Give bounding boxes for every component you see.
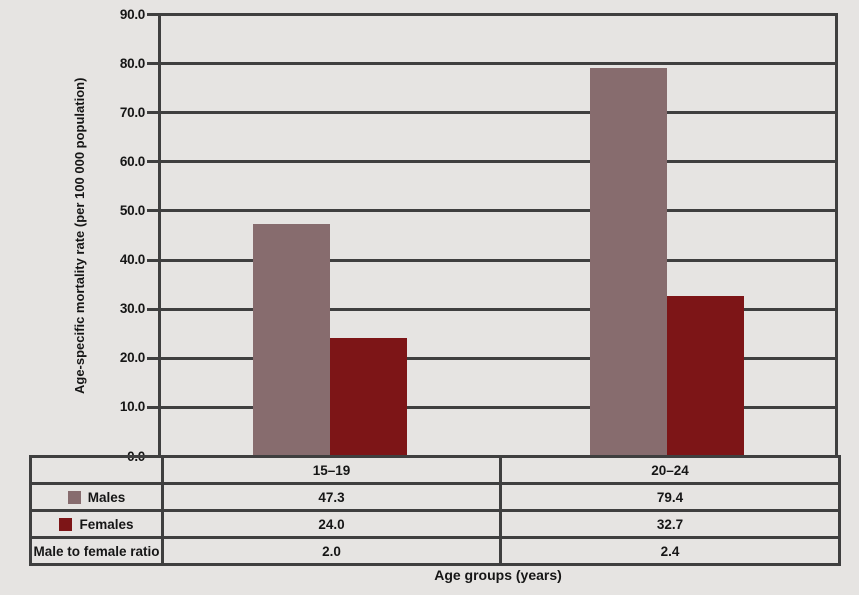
y-tick-label: 90.0 (119, 6, 145, 22)
males-legend-label: Males (87, 489, 126, 505)
y-tick-label: 30.0 (119, 301, 145, 317)
gridline (161, 356, 835, 360)
bar-males-15-19 (252, 224, 330, 455)
y-axis-tick (147, 258, 158, 262)
legend-males: Males (29, 482, 164, 512)
males-value-20-24: 79.4 (499, 482, 841, 512)
males-value-15-19: 47.3 (161, 482, 502, 512)
ratio-value-15-19: 2.0 (161, 536, 502, 566)
gridline (161, 62, 835, 66)
plot-area (158, 13, 838, 458)
females-legend-label: Females (79, 516, 134, 532)
females-value-15-19: 24.0 (161, 509, 502, 539)
table-row-females: Females 24.0 32.7 (29, 509, 841, 539)
data-table: 15–19 20–24 Males 47.3 79.4 Females 24.0… (29, 455, 841, 566)
y-axis-tick (147, 62, 158, 66)
y-tick-label: 80.0 (119, 55, 145, 71)
gridline (161, 209, 835, 213)
bar-group-15-19 (161, 16, 498, 455)
gridline (161, 307, 835, 311)
table-row-males: Males 47.3 79.4 (29, 482, 841, 512)
y-tick-label: 20.0 (119, 350, 145, 366)
males-legend-swatch (67, 490, 81, 504)
category-row: 15–19 20–24 (29, 455, 841, 485)
ratio-label: Male to female ratio (29, 536, 164, 566)
y-axis-tick (147, 307, 158, 311)
x-axis-title: Age groups (years) (434, 567, 562, 583)
bar-females-15-19 (329, 337, 407, 455)
ratio-value-20-24: 2.4 (499, 536, 841, 566)
gridline (161, 111, 835, 115)
y-axis-tick (147, 356, 158, 360)
y-tick-label: 10.0 (119, 399, 145, 415)
y-tick-label: 50.0 (119, 202, 145, 218)
y-axis-title: Age-specific mortality rate (per 100 000… (72, 77, 87, 394)
y-tick-label: 70.0 (119, 104, 145, 120)
y-axis-tick (147, 13, 158, 16)
table-row-ratio: Male to female ratio 2.0 2.4 (29, 536, 841, 566)
bar-males-20-24 (589, 67, 667, 455)
category-cell-20-24: 20–24 (499, 455, 841, 485)
legend-females: Females (29, 509, 164, 539)
females-value-20-24: 32.7 (499, 509, 841, 539)
bar-group-20-24 (498, 16, 835, 455)
y-axis-tick (147, 160, 158, 164)
blank-cell (29, 455, 164, 485)
bar-females-20-24 (666, 295, 744, 455)
gridline (161, 258, 835, 262)
y-tick-label: 40.0 (119, 252, 145, 268)
gridline (161, 160, 835, 164)
gridline (161, 405, 835, 409)
females-legend-swatch (59, 517, 73, 531)
y-axis-tick (147, 209, 158, 213)
y-axis-tick (147, 111, 158, 115)
y-tick-label: 60.0 (119, 153, 145, 169)
category-cell-15-19: 15–19 (161, 455, 502, 485)
y-axis-tick (147, 405, 158, 409)
